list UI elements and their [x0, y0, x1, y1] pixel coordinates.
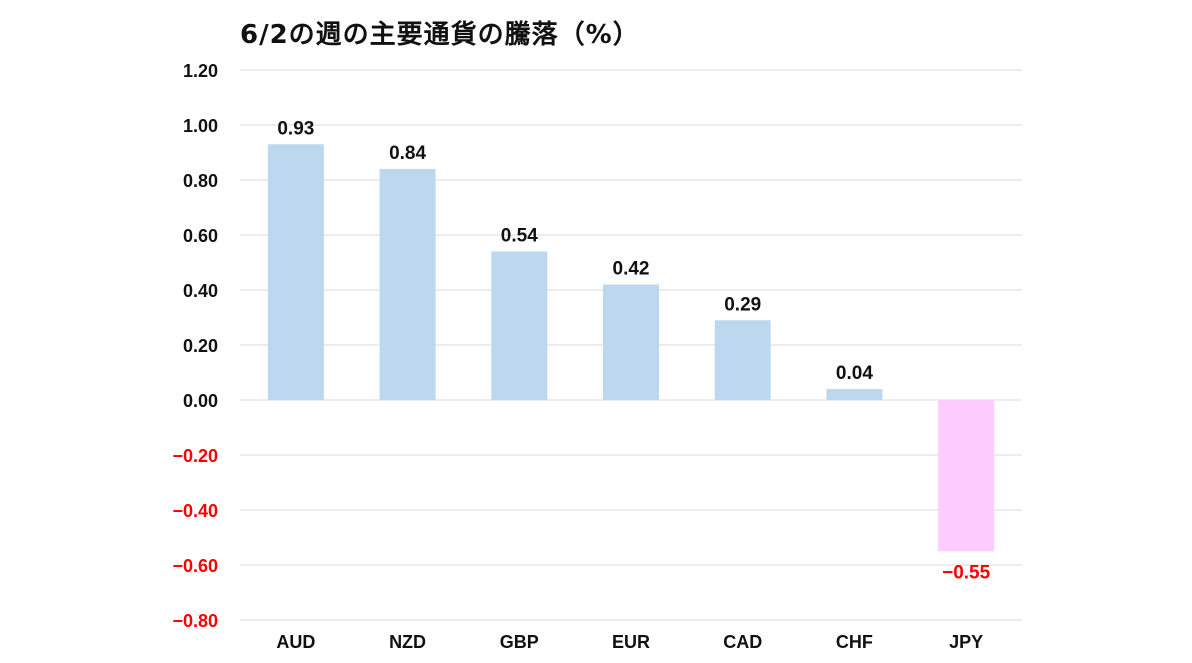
- bar-chf: [826, 389, 883, 400]
- x-category-label: GBP: [500, 632, 539, 652]
- data-label: 0.29: [724, 294, 761, 315]
- y-tick-label: 0.80: [183, 171, 218, 191]
- data-label: 0.54: [501, 226, 538, 247]
- data-label: −0.55: [942, 562, 991, 583]
- y-tick-label: 0.60: [183, 226, 218, 246]
- bar-eur: [603, 284, 659, 400]
- bar-nzd: [379, 169, 436, 400]
- bar-gbp: [491, 251, 548, 400]
- bar-jpy: [938, 400, 995, 552]
- bar-cad: [714, 320, 771, 400]
- y-tick-label: −0.40: [172, 501, 218, 521]
- y-tick-label: 0.40: [183, 281, 218, 301]
- y-axis-tick-labels: 1.20 1.00 0.80 0.60 0.40 0.20 0.00 −0.20 −0.40 −0…: [172, 61, 218, 631]
- x-category-label: AUD: [276, 632, 315, 652]
- x-axis-category-labels: AUD NZD GBP EUR CAD CHF JPY: [276, 632, 983, 652]
- x-category-label: EUR: [612, 632, 650, 652]
- data-label: 0.42: [613, 259, 650, 280]
- x-category-label: CHF: [836, 632, 873, 652]
- y-tick-label: 0.20: [183, 336, 218, 356]
- data-label: 0.93: [277, 118, 314, 139]
- bar-aud: [267, 144, 324, 400]
- chart-title: 6/2の週の主要通貨の騰落（%）: [240, 20, 640, 50]
- bars: [267, 144, 995, 552]
- y-tick-label: 0.00: [183, 391, 218, 411]
- gridlines: [240, 69, 1022, 621]
- data-label: 0.84: [389, 143, 426, 164]
- y-tick-label: −0.20: [172, 446, 218, 466]
- x-category-label: CAD: [723, 632, 762, 652]
- x-category-label: NZD: [389, 632, 426, 652]
- y-tick-label: 1.00: [183, 116, 218, 136]
- data-label: 0.04: [836, 363, 873, 384]
- data-labels: 0.93 0.84 0.54 0.42 0.29 0.04 −0.55: [277, 118, 990, 583]
- y-tick-label: −0.80: [172, 611, 218, 631]
- x-category-label: JPY: [949, 632, 983, 652]
- y-tick-label: −0.60: [172, 556, 218, 576]
- y-tick-label: 1.20: [183, 61, 218, 81]
